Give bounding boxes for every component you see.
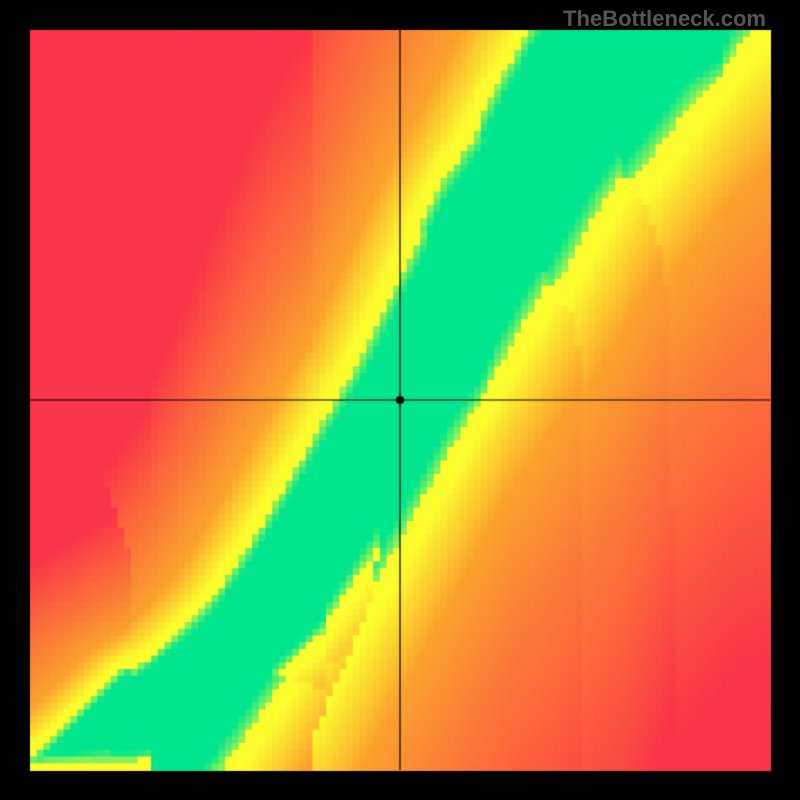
chart-container: TheBottleneck.com — [0, 0, 800, 800]
watermark-text: TheBottleneck.com — [563, 6, 766, 32]
heatmap-canvas — [0, 0, 800, 800]
